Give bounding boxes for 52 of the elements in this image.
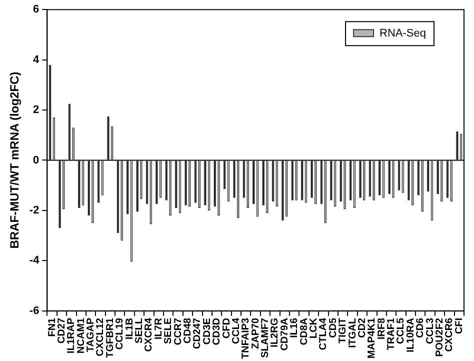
x-tick-label: NCAM1 — [76, 317, 87, 354]
x-tick-label: SLAMF7 — [260, 317, 272, 358]
x-tick-label: MAP4K1 — [366, 317, 378, 358]
x-tick-label: TGFBR1 — [104, 317, 116, 358]
x-tick-label: CCL5 — [396, 317, 407, 344]
x-tick-label: TRAF1 — [386, 317, 398, 350]
y-tick-label: 6 — [33, 4, 40, 16]
x-tick-label: POU2F2 — [434, 317, 446, 357]
x-tick-label: CD5 — [328, 317, 339, 338]
x-tick-label: LCK — [308, 317, 320, 338]
x-tick-label: CD6 — [415, 317, 426, 338]
x-tick-label: CCL19 — [114, 317, 126, 350]
x-tick-label: CD48 — [182, 317, 194, 344]
x-tick-label: CXCL12 — [95, 317, 106, 356]
x-tick-label: CD8A — [298, 318, 310, 346]
x-tick-label: ITGAL — [347, 318, 358, 348]
y-tick-label: -6 — [29, 304, 40, 317]
x-tick-label: IL16 — [289, 317, 300, 338]
y-tick-label: 0 — [33, 154, 40, 166]
y-tick-label: -2 — [29, 204, 40, 216]
x-tick-label: CD79A — [279, 318, 290, 351]
y-tick-label: 2 — [33, 104, 40, 116]
x-tick-label: IL2RG — [270, 318, 281, 348]
x-tick-label: CD247 — [192, 317, 204, 350]
x-tick-label: TNFAIP3 — [240, 317, 252, 360]
x-tick-label: IL1B — [124, 318, 136, 340]
x-tick-label: IL10RA — [405, 318, 416, 352]
y-tick-label: 4 — [33, 54, 40, 66]
x-tick-label: ZAP70 — [250, 317, 262, 350]
x-tick-label: FN1 — [46, 317, 58, 337]
x-tick-label: CD3E — [202, 318, 213, 345]
x-tick-label: CXCR6 — [444, 317, 456, 352]
x-tick-label: CFD — [221, 318, 232, 338]
x-tick-label: CD27 — [56, 317, 68, 344]
x-tick-label: TIGIT — [338, 318, 349, 344]
x-tick-label: CFI — [454, 318, 465, 334]
x-tick-label: IL7R — [153, 317, 164, 340]
x-tick-label: CXCR4 — [144, 317, 155, 352]
x-tick-label: CD3D — [212, 318, 223, 346]
x-tick-label: CCL3 — [424, 317, 436, 344]
y-tick-label: -4 — [29, 254, 40, 267]
x-tick-label: SELE — [163, 318, 174, 344]
x-tick-label: CTLA4 — [318, 317, 330, 350]
x-tick-label: SELL — [134, 318, 146, 344]
x-tick-label: CCR7 — [172, 317, 184, 346]
y-axis-title: BRAF-MUT/WT mRNA (log2FC) — [8, 72, 22, 249]
x-tick-label: CCL4 — [230, 317, 242, 344]
x-tick-label: IRF8 — [376, 317, 388, 340]
legend-label: RNA-Seq — [380, 28, 426, 40]
x-tick-label: IL1RAP — [66, 318, 78, 354]
x-tick-label: CD2 — [356, 317, 368, 338]
x-tick-label: TAGAP — [86, 318, 97, 352]
